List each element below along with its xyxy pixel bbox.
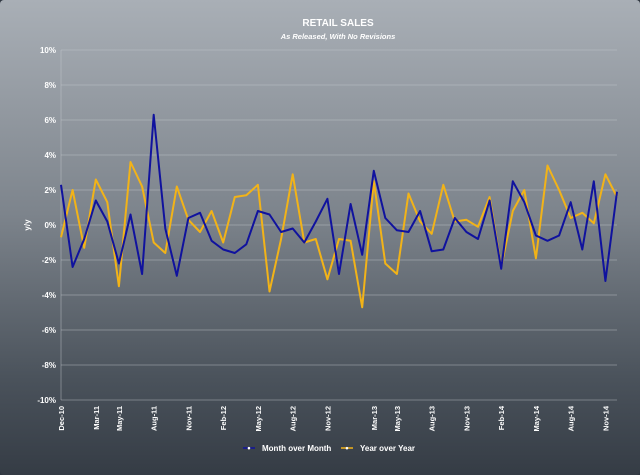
x-tick-label: May-13 [393,406,402,431]
legend: • Month over Month • Year over Year [243,443,415,453]
x-tick-label: Feb-14 [497,405,506,430]
x-tick-label: Aug-14 [567,405,576,431]
x-tick-label: Nov-11 [184,406,193,431]
series-month-over-month-line [60,113,618,282]
x-tick-label: Nov-13 [462,406,471,431]
y-tick-label: 10% [40,46,56,55]
x-tick-label: Aug-11 [150,406,159,431]
legend-label-mom: Month over Month [262,444,331,453]
legend-marker-yoy: • [345,443,348,453]
x-tick-label: Nov-14 [601,405,610,431]
y-tick-label: 0% [44,221,56,230]
x-tick-label: Aug-12 [289,406,298,431]
series-lines [60,113,618,309]
chart-title: RETAIL SALES [302,18,374,29]
legend-entry-yoy: • Year over Year [341,443,415,453]
x-tick-label: Mar-13 [370,406,379,430]
y-tick-label: 2% [44,186,56,195]
legend-marker-mom: • [247,443,250,453]
y-tick-label: -4% [42,291,56,300]
y-tick-label: 6% [44,116,56,125]
x-axis-ticks: Dec-10 Mar-11 May-11 Aug-11 Nov-11 Feb-12 May-… [57,405,610,431]
legend-label-yoy: Year over Year [360,444,415,453]
x-tick-label: May-14 [532,405,541,431]
y-tick-label: -10% [37,396,56,405]
gridlines [60,49,617,401]
x-tick-label: Feb-12 [219,406,228,430]
x-tick-label: May-11 [115,406,124,431]
legend-entry-mom: • Month over Month [243,443,331,453]
y-tick-label: -8% [42,361,56,370]
y-tick-label: -2% [42,256,56,265]
y-axis-ticks: 10% 8% 6% 4% 2% 0% -2% -4% -6% -8% -10% [37,46,56,405]
x-tick-label: Dec-10 [57,406,66,431]
x-tick-label: Mar-11 [92,406,101,430]
x-tick-label: May-12 [254,406,263,431]
y-axis-label: y/y [23,219,32,231]
y-tick-label: 8% [44,81,56,90]
series-year-over-year-line [60,161,618,309]
x-tick-label: Aug-13 [428,406,437,431]
x-tick-label: Nov-12 [323,406,332,431]
chart-subtitle: As Released, With No Revisions [280,32,396,41]
y-tick-label: 4% [44,151,56,160]
y-tick-label: -6% [42,326,56,335]
